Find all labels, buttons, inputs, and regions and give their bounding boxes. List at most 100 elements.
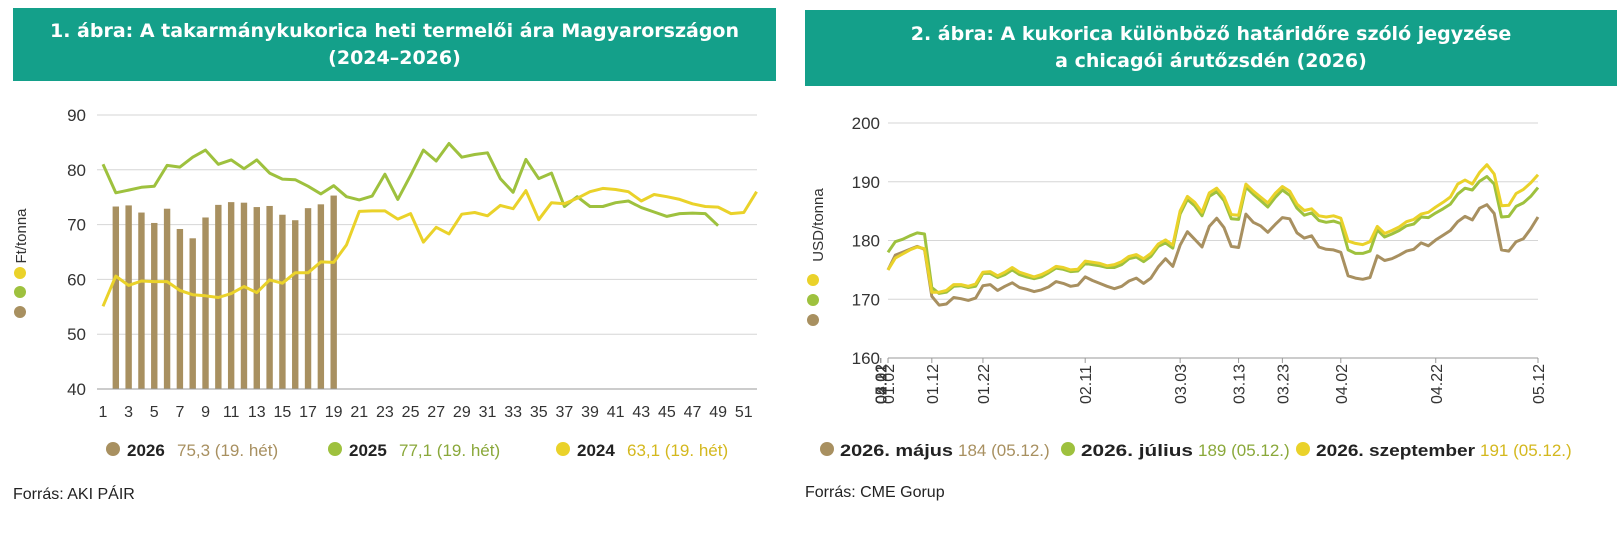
- bar: [330, 195, 337, 389]
- x-tick-label: 31: [479, 404, 497, 421]
- chart-title-box: 2. ábra: A kukorica különböző határidőre…: [805, 10, 1617, 86]
- x-tick-label: 37: [555, 404, 573, 421]
- legend-dot: [556, 442, 570, 456]
- y-tick-label: 70: [67, 216, 86, 235]
- bar: [279, 214, 286, 389]
- y-tick-label: 80: [67, 161, 86, 180]
- legend-value: 189 (05.12.): [1198, 441, 1290, 460]
- y-tick-label: 190: [852, 173, 880, 192]
- x-tick-label: 04.12: [874, 364, 891, 404]
- x-tick-label: 05.12: [1531, 364, 1548, 404]
- x-tick-label: 02.21: [874, 364, 891, 404]
- x-tick-label: 33: [504, 404, 522, 421]
- legend-value: 191 (05.12.): [1480, 441, 1572, 460]
- bar: [304, 208, 312, 389]
- x-tick-label: 19: [325, 404, 343, 421]
- bar: [266, 205, 273, 389]
- x-tick-label: 03.23: [1275, 364, 1292, 404]
- legend-value: 75,3 (19. hét): [177, 441, 278, 460]
- bar: [151, 222, 158, 389]
- bar: [227, 202, 235, 389]
- x-tick-label: 7: [175, 404, 184, 421]
- legend-dot: [807, 274, 819, 286]
- x-tick-label: 03.13: [1232, 364, 1249, 404]
- bar: [189, 238, 196, 389]
- x-tick-label: 23: [376, 404, 394, 421]
- series-line: [101, 186, 758, 307]
- x-tick-label: 02.11: [1078, 365, 1095, 404]
- y-tick-label: 170: [852, 290, 880, 309]
- x-tick-label: 04.02: [1334, 364, 1351, 404]
- legend-value: 184 (05.12.): [958, 441, 1050, 460]
- y-tick-label: 90: [67, 106, 86, 125]
- legend-name: 2026: [127, 441, 165, 460]
- legend-dot: [106, 442, 120, 456]
- x-tick-label: 13: [248, 404, 266, 421]
- legend-dot: [14, 286, 26, 298]
- x-tick-label: 29: [453, 404, 471, 421]
- legend-dot: [328, 442, 342, 456]
- legend-name: 2024: [577, 441, 615, 460]
- x-tick-label: 3: [124, 404, 133, 421]
- legend-name: 2026. július: [1081, 441, 1193, 460]
- x-tick-label: 01.12: [925, 364, 942, 404]
- chart-source: Forrás: AKI PÁIR: [13, 486, 135, 503]
- y-tick-label: 160: [852, 349, 880, 368]
- x-tick-label: 35: [530, 404, 548, 421]
- series-line: [886, 163, 1540, 294]
- x-tick-label: 1: [99, 404, 108, 421]
- x-tick-label: 17: [299, 404, 317, 421]
- series-line: [886, 203, 1540, 307]
- legend-dot: [807, 294, 819, 306]
- legend-dot: [820, 442, 834, 456]
- x-tick-label: 49: [709, 404, 727, 421]
- series-line: [886, 175, 1540, 295]
- legend-value: 63,1 (19. hét): [627, 441, 728, 460]
- y-tick-label: 60: [67, 270, 86, 289]
- legend-name: 2026. május: [840, 441, 953, 460]
- x-tick-label: 02.01: [874, 364, 891, 404]
- x-tick-label: 05.02: [874, 364, 891, 404]
- bar: [317, 204, 325, 389]
- bar: [112, 206, 120, 389]
- legend-name: 2026. szeptember: [1316, 441, 1475, 460]
- x-tick-label: 5: [150, 404, 159, 421]
- bar: [138, 212, 145, 389]
- x-tick-label: 21: [350, 404, 368, 421]
- y-tick-label: 180: [852, 232, 880, 251]
- bar: [125, 205, 132, 389]
- x-tick-label: 04.22: [1429, 364, 1446, 404]
- bar: [292, 220, 299, 389]
- bar: [163, 208, 171, 389]
- bar: [176, 228, 184, 389]
- x-tick-label: 01.22: [976, 364, 993, 404]
- legend-dot: [14, 306, 26, 318]
- x-tick-label: 27: [427, 404, 445, 421]
- chart-title-box: 1. ábra: A takarmánykukorica heti termel…: [13, 8, 776, 81]
- y-tick-label: 50: [67, 325, 86, 344]
- x-tick-label: 11: [223, 404, 240, 421]
- chart-panel-2: 2. ábra: A kukorica különböző határidőre…: [805, 0, 1617, 544]
- chart-2-plot: 160 170 180 190 200 01.02 01.12 01.22 02.01 02.11…: [807, 114, 1572, 460]
- x-tick-label: 47: [684, 404, 702, 421]
- series-line: [101, 142, 720, 227]
- y-tick-label: 200: [852, 114, 880, 133]
- bar: [253, 207, 260, 389]
- chart-subtitle: (2024–2026): [328, 46, 461, 69]
- bar: [202, 217, 209, 389]
- y-axis-label: Ft/tonna: [13, 208, 30, 264]
- x-tick-label: 9: [201, 404, 210, 421]
- bar: [240, 202, 248, 389]
- legend-name: 2025: [349, 441, 387, 460]
- chart-panel-1: 1. ábra: A takarmánykukorica heti termel…: [0, 0, 790, 544]
- legend-dot: [1296, 442, 1310, 456]
- x-tick-label: 41: [607, 404, 625, 421]
- legend-dot: [807, 314, 819, 326]
- y-axis-label: USD/tonna: [810, 188, 827, 262]
- x-tick-label: 03.03: [1173, 364, 1190, 404]
- chart-title: 1. ábra: A takarmánykukorica heti termel…: [49, 19, 740, 42]
- y-tick-label: 40: [67, 380, 86, 399]
- x-tick-label: 43: [632, 404, 650, 421]
- legend-dot: [1061, 442, 1075, 456]
